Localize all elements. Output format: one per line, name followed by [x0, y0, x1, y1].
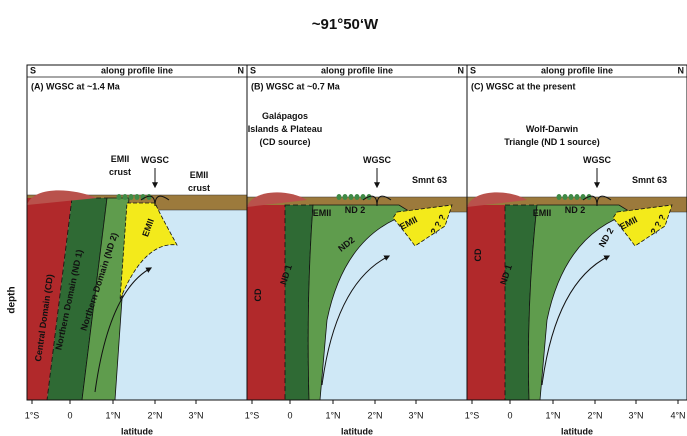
label-line: crust [188, 183, 210, 193]
label-line: ND 2 [345, 205, 366, 215]
label-line: Triangle (ND 1 source) [504, 137, 600, 147]
x-axis-label: latitude [121, 426, 153, 436]
seamount [575, 194, 580, 200]
x-tick-label: 1°N [105, 410, 120, 420]
x-tick-label: 1°N [545, 410, 560, 420]
label-line: EMII [533, 208, 552, 218]
y-axis-label: depth [7, 286, 18, 313]
seamount [129, 194, 134, 200]
x-tick-label: 2°N [587, 410, 602, 420]
diagram-label: WGSC [363, 155, 391, 165]
diagram-label: ND 2 [345, 205, 366, 215]
x-tick-label: 3°N [408, 410, 423, 420]
diagram-label: Smnt 63 [412, 175, 447, 185]
label-line: Galápagos [262, 111, 308, 121]
label-line: (CD source) [259, 137, 310, 147]
profile-start: S [250, 65, 256, 75]
seamount [557, 194, 562, 200]
diagram-label: ND 2 [565, 205, 586, 215]
seamount [343, 194, 348, 200]
label-line: Wolf-Darwin [526, 124, 578, 134]
diagram-label: CD [473, 248, 483, 261]
label-line: Smnt 63 [412, 175, 447, 185]
x-tick-label: 2°N [147, 410, 162, 420]
x-axis-label: latitude [341, 426, 373, 436]
x-tick-label: 1°S [25, 410, 40, 420]
central-domain [247, 205, 285, 400]
panel-title: (B) WGSC at ~0.7 Ma [251, 81, 341, 91]
seamount [337, 194, 342, 200]
seamount [563, 194, 568, 200]
x-tick-label: 2°N [367, 410, 382, 420]
x-tick-label: 1°S [465, 410, 480, 420]
x-tick-label: 1°S [245, 410, 260, 420]
seamount [349, 194, 354, 200]
profile-end: N [678, 65, 685, 75]
diagram-label: EMII crust [188, 170, 210, 193]
x-axis-label: latitude [561, 426, 593, 436]
x-tick-label: 0 [287, 410, 292, 420]
x-tick-label: 3°N [188, 410, 203, 420]
profile-line: along profile line [101, 65, 173, 75]
label-line: CD [253, 288, 263, 301]
x-tick-label: 4°N [670, 410, 685, 420]
label-line: ND 2 [565, 205, 586, 215]
label-line: EMII [313, 208, 332, 218]
panel-title: (A) WGSC at ~1.4 Ma [31, 81, 121, 91]
profile-end: N [458, 65, 465, 75]
diagram-label: Wolf-Darwin Triangle (ND 1 source) [504, 124, 600, 147]
seamount [569, 194, 574, 200]
x-tick-label: 1°N [325, 410, 340, 420]
diagram-label: Galápagos Islands & Plateau (CD source) [248, 111, 323, 147]
profile-start: S [470, 65, 476, 75]
label-line: WGSC [363, 155, 391, 165]
diagram-label: CD [253, 288, 263, 301]
label-line: CD [473, 248, 483, 261]
figure: ~91°50‘W depth Salong profile line N (A) W… [0, 0, 687, 436]
central-domain [467, 205, 505, 400]
panel-title: (C) WGSC at the present [471, 81, 576, 91]
panel: Salong profile line N (A) WGSC at ~1.4 Ma E… [25, 65, 247, 436]
label-line: EMII [190, 170, 209, 180]
diagram-label: WGSC [141, 155, 169, 165]
label-line: WGSC [141, 155, 169, 165]
profile-end: N [238, 65, 245, 75]
seamount [355, 194, 360, 200]
profile-line: along profile line [321, 65, 393, 75]
x-tick-label: 0 [507, 410, 512, 420]
x-tick-label: 3°N [628, 410, 643, 420]
profile-line: along profile line [541, 65, 613, 75]
diagram-label: EMII crust [109, 154, 131, 177]
label-line: Islands & Plateau [248, 124, 323, 134]
diagram-label: EMII [313, 208, 332, 218]
seamount [117, 194, 122, 200]
seamount [123, 194, 128, 200]
seamount [135, 194, 140, 200]
x-tick-label: 0 [67, 410, 72, 420]
label-line: EMII [111, 154, 130, 164]
diagram-label: EMII [533, 208, 552, 218]
diagram-label: WGSC [583, 155, 611, 165]
figure-title: ~91°50‘W [312, 16, 379, 33]
diagram-label: Smnt 63 [632, 175, 667, 185]
label-line: Smnt 63 [632, 175, 667, 185]
label-line: WGSC [583, 155, 611, 165]
label-line: crust [109, 167, 131, 177]
profile-start: S [30, 65, 36, 75]
